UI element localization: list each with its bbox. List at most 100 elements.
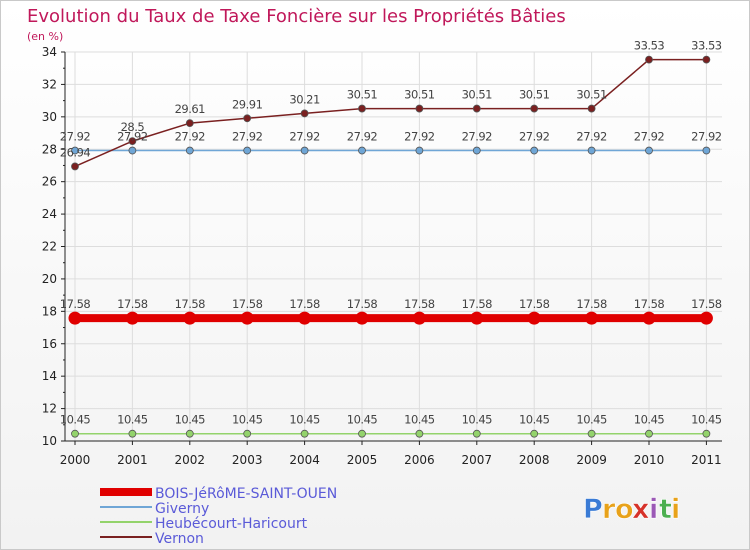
data-point [71,162,79,171]
data-point [472,146,481,155]
data-point [702,429,711,438]
data-label: 29.91 [232,97,263,111]
data-point [243,146,252,155]
legend: BOIS-JéRôME-SAINT-OUENGivernyHeubécourt-… [100,486,337,547]
data-point [585,311,599,325]
x-tick-label: 2002 [175,453,206,467]
data-point [702,55,711,64]
data-label: 28.5 [121,120,145,134]
data-label: 27.92 [347,130,378,144]
data-point [587,146,596,155]
data-point [530,429,539,438]
logo-letter: r [602,494,616,525]
data-label: 27.92 [289,130,320,144]
logo-letter: t [659,494,672,525]
y-tick-label: 34 [42,45,57,59]
data-label: 30.51 [462,88,493,102]
data-label: 17.58 [232,297,263,311]
y-tick-label: 14 [42,369,57,383]
x-tick-label: 2004 [289,453,320,467]
data-label: 30.21 [289,92,320,106]
y-tick-label: 22 [42,240,57,254]
data-point [530,104,539,113]
data-point [128,146,137,155]
grid [65,51,722,442]
data-point [358,104,366,113]
data-label: 10.45 [462,413,493,427]
data-label: 27.92 [519,130,550,144]
x-tick-label: 2006 [404,453,435,467]
data-point [183,311,197,325]
data-point [472,104,481,113]
data-point [645,429,653,438]
y-tick-label: 24 [42,207,57,221]
data-label: 10.45 [404,413,435,427]
data-point [470,311,484,325]
data-label: 10.45 [60,413,91,427]
data-label: 10.45 [347,413,378,427]
data-point [298,311,312,325]
data-point [240,311,254,325]
y-tick-label: 32 [42,77,57,91]
y-tick-label: 20 [42,272,57,286]
y-tick-label: 10 [42,434,57,448]
chart-subtitle: (en %) [27,30,63,43]
data-point [185,429,194,438]
data-label: 27.92 [60,130,91,144]
data-label: 27.92 [462,130,493,144]
data-label: 27.92 [634,130,665,144]
data-label: 27.92 [404,130,435,144]
data-point [300,109,309,118]
data-label: 10.45 [232,413,263,427]
y-tick-label: 28 [42,142,57,156]
data-point [527,311,541,325]
data-label: 30.51 [519,88,550,102]
data-label: 17.58 [576,297,607,311]
data-label: 17.58 [462,297,493,311]
legend-label: BOIS-JéRôME-SAINT-OUEN [155,486,337,502]
x-tick-label: 2000 [60,453,91,467]
data-point [128,137,137,146]
data-label: 27.92 [691,130,722,144]
logo-letter: x [632,494,649,525]
y-tick-label: 12 [42,402,57,416]
data-label: 17.58 [117,297,148,311]
data-label: 17.58 [347,297,378,311]
data-label: 10.45 [576,413,607,427]
data-point [415,146,424,155]
logo-letter: i [649,494,658,525]
legend-label: Giverny [155,501,209,517]
data-point [415,104,424,113]
data-label: 27.92 [117,130,148,144]
data-label: 17.58 [519,297,550,311]
data-label: 10.45 [117,413,148,427]
data-label: 10.45 [175,413,206,427]
data-label: 17.58 [175,297,206,311]
data-point [530,146,539,155]
data-point [642,311,656,325]
data-point [472,429,481,438]
data-point [243,429,252,438]
x-tick-label: 2009 [576,453,607,467]
data-label: 17.58 [404,297,435,311]
data-point [699,311,713,325]
x-tick-label: 2010 [634,453,665,467]
x-tick-label: 2011 [691,453,722,467]
data-label: 26.94 [60,145,91,159]
data-label: 33.53 [691,39,722,53]
data-label: 10.45 [519,413,550,427]
data-label: 27.92 [576,130,607,144]
data-label: 30.51 [576,88,607,102]
data-label: 17.58 [60,297,91,311]
data-point [645,55,653,64]
data-label: 17.58 [691,297,722,311]
data-point [185,146,194,155]
y-tick-label: 26 [42,175,57,189]
data-label: 17.58 [634,297,665,311]
data-label: 30.51 [404,88,435,102]
data-label: 10.45 [634,413,665,427]
data-point [125,311,139,325]
data-labels: 17.58 17.58 17.58 17.58 17.58 17.58 17.58 17.58… [60,39,723,427]
